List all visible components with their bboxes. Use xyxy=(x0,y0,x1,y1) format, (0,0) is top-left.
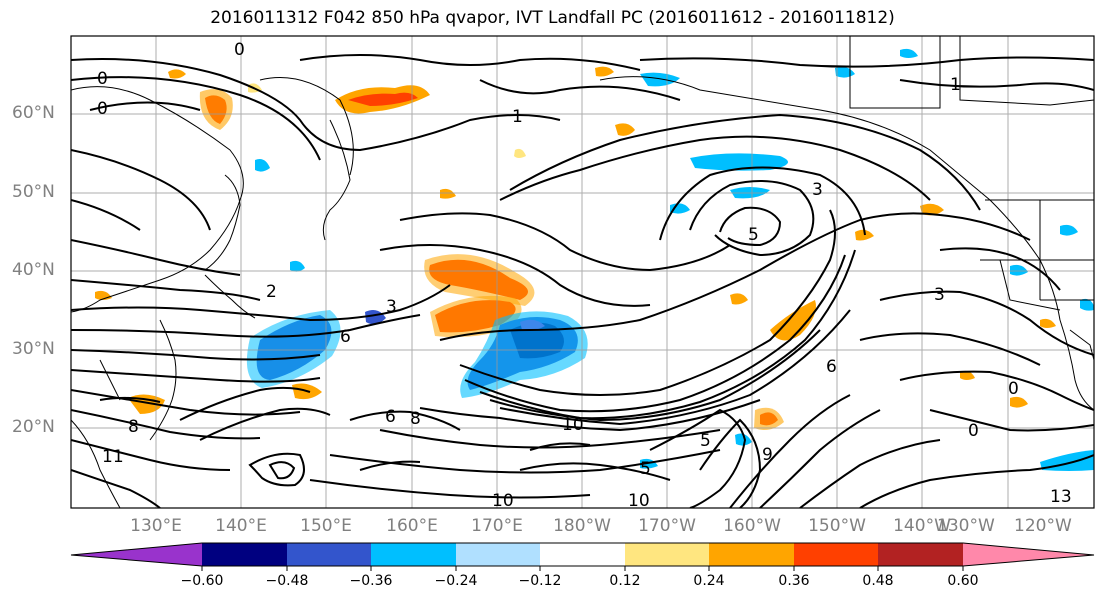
contour-label: 10 xyxy=(628,491,650,511)
colorbar-tick-label: 0.24 xyxy=(693,573,725,589)
contour-label: 11 xyxy=(102,447,124,467)
lon-label: 160°E xyxy=(386,516,438,536)
map-border xyxy=(70,35,1095,509)
colorbar-tick-label: −0.60 xyxy=(180,573,224,589)
lon-label: 150°E xyxy=(300,516,352,536)
contour-label: 2 xyxy=(266,282,277,302)
colorbar-segment xyxy=(202,543,287,566)
anomaly-shading xyxy=(95,48,1094,471)
contour-lines xyxy=(71,54,1094,508)
lon-label: 170°E xyxy=(471,516,523,536)
colorbar-tick-label: 0.48 xyxy=(862,573,894,589)
contour-label: 3 xyxy=(812,180,823,200)
contour-label: 3 xyxy=(934,285,945,305)
colorbar-segment xyxy=(456,543,540,566)
contour-label: 10 xyxy=(492,491,514,511)
contour-label: 6 xyxy=(826,357,837,377)
contour-label: 6 xyxy=(385,407,396,427)
lat-label: 30°N xyxy=(12,339,55,359)
lon-label: 140°E xyxy=(215,516,267,536)
lon-label: 130°W xyxy=(937,516,995,536)
colorbar-tick-label: −0.12 xyxy=(518,573,562,589)
lon-label: 170°W xyxy=(638,516,696,536)
contour-label: 0 xyxy=(97,99,108,119)
contour-label: 8 xyxy=(410,409,421,429)
graticule xyxy=(71,36,1094,508)
colorbar-segment xyxy=(794,543,878,566)
contour-label: 6 xyxy=(340,327,351,347)
lon-label: 160°W xyxy=(723,516,781,536)
lon-label: 150°W xyxy=(808,516,866,536)
colorbar-extend-low xyxy=(71,543,202,566)
contour-label: 8 xyxy=(128,417,139,437)
contour-label: 9 xyxy=(762,445,773,465)
lon-label: 130°E xyxy=(130,516,182,536)
lon-label: 140°W xyxy=(893,516,951,536)
colorbar-extend-high xyxy=(963,543,1094,566)
colorbar-segment xyxy=(625,543,709,566)
contour-label: 1 xyxy=(950,75,961,95)
colorbar-tick-label: −0.48 xyxy=(265,573,309,589)
figure-title: 2016011312 F042 850 hPa qvapor, IVT Land… xyxy=(210,8,895,28)
contour-label: 1 xyxy=(512,107,523,127)
colorbar-segment xyxy=(287,543,371,566)
contour-label: 5 xyxy=(640,459,651,479)
contour-label: 0 xyxy=(234,40,245,60)
lon-label: 120°W xyxy=(1014,516,1072,536)
colorbar-tick-label: 0.60 xyxy=(947,573,979,589)
contour-label: 0 xyxy=(1008,379,1019,399)
colorbar-tick-label: 0.36 xyxy=(778,573,810,589)
contour-label: 5 xyxy=(700,431,711,451)
lat-label: 40°N xyxy=(12,260,55,280)
lat-label: 50°N xyxy=(12,182,55,202)
contour-labels: 0 0 0 1 1 2 3 3 3 5 6 6 8 8 10 10 11 13 … xyxy=(97,40,1072,511)
colorbar-segment xyxy=(371,543,456,566)
contour-label: 0 xyxy=(97,69,108,89)
coastlines xyxy=(71,36,1094,508)
colorbar-tick-label: 0.12 xyxy=(609,573,641,589)
colorbar-tick-label: −0.24 xyxy=(434,573,478,589)
colorbar xyxy=(70,542,1095,571)
contour-label: 10 xyxy=(562,415,584,435)
contour-label: 3 xyxy=(386,297,397,317)
lat-label: 20°N xyxy=(12,417,55,437)
contour-label: 13 xyxy=(1050,487,1072,507)
contour-label: 5 xyxy=(748,225,759,245)
colorbar-segment xyxy=(540,543,625,566)
contour-label: 0 xyxy=(968,421,979,441)
lat-label: 60°N xyxy=(12,103,55,123)
lon-label: 180°W xyxy=(553,516,611,536)
colorbar-segment xyxy=(709,543,794,566)
colorbar-segment xyxy=(878,543,963,566)
colorbar-tick-label: −0.36 xyxy=(349,573,393,589)
